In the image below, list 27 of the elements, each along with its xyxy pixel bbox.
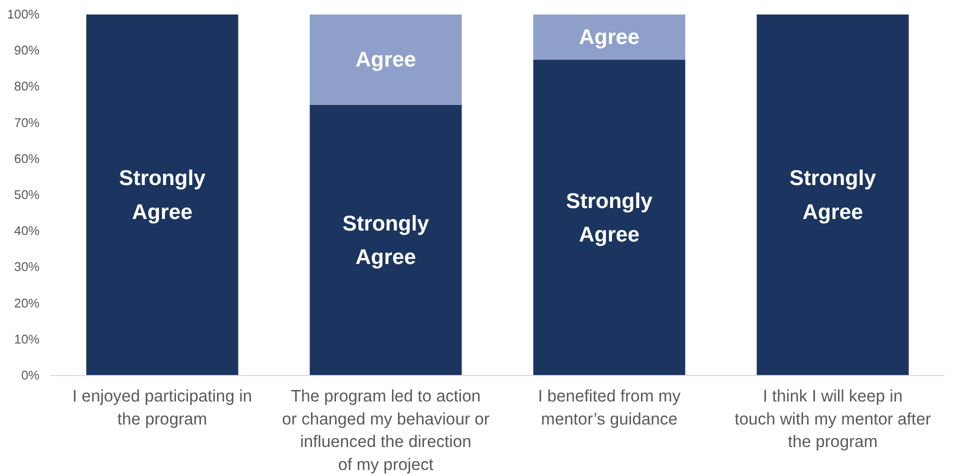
- y-tick-label: 60%: [14, 152, 40, 166]
- y-tick-label: 30%: [14, 260, 40, 274]
- data-label: Strongly Agree: [566, 188, 653, 246]
- data-label: Strongly Agree: [790, 166, 876, 224]
- data-label: Strongly Agree: [342, 211, 430, 269]
- bar: [310, 104, 462, 376]
- data-label: Agree: [579, 25, 640, 50]
- bar: [756, 14, 909, 376]
- bar: [310, 14, 462, 105]
- bar: [533, 14, 686, 60]
- y-tick-label: 0%: [21, 368, 40, 382]
- y-tick-label: 100%: [7, 8, 40, 22]
- y-tick-label: 90%: [14, 44, 40, 58]
- bar: [533, 60, 686, 376]
- bar: [86, 14, 238, 376]
- x-tick-label: The program led to action or changed my behaviour or influenced the direction of my project: [282, 386, 490, 474]
- y-tick-label: 10%: [14, 332, 40, 346]
- y-tick-label: 40%: [14, 224, 40, 238]
- y-tick-label: 50%: [14, 188, 40, 202]
- data-label: Agree: [356, 48, 416, 72]
- y-tick-label: 20%: [14, 296, 40, 310]
- x-tick-label: I benefited from my mentor’s guidance: [538, 386, 682, 428]
- x-tick-label: I enjoyed participating in the program: [72, 386, 252, 428]
- x-tick-label: I think I will keep in touch with my mentor after the program: [734, 386, 932, 452]
- y-tick-label: 70%: [14, 116, 40, 130]
- y-tick-label: 80%: [14, 80, 40, 94]
- data-label: Strongly Agree: [119, 166, 206, 224]
